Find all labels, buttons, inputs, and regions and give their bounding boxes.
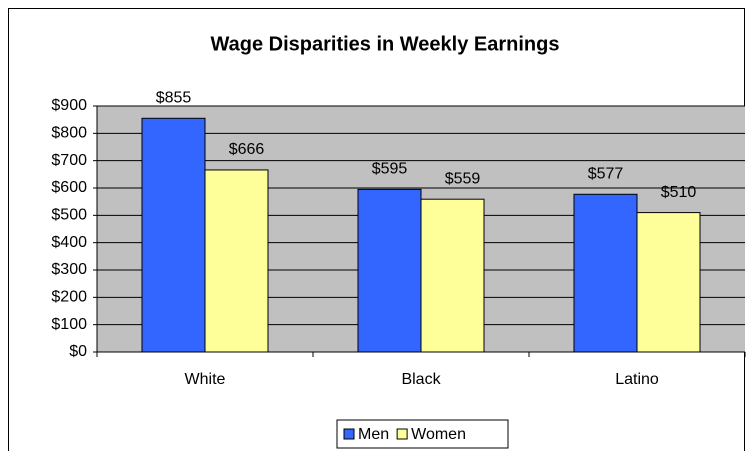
legend-label: Men bbox=[358, 426, 389, 443]
data-label: $559 bbox=[445, 170, 481, 187]
data-label: $577 bbox=[588, 166, 624, 183]
data-label: $510 bbox=[661, 184, 697, 201]
x-tick-label: Black bbox=[401, 371, 441, 388]
legend-box bbox=[336, 419, 509, 449]
y-tick-label: $200 bbox=[51, 289, 87, 306]
bar bbox=[420, 198, 485, 353]
y-tick-label: $100 bbox=[51, 316, 87, 333]
y-tick-label: $0 bbox=[69, 343, 87, 360]
y-tick-label: $600 bbox=[51, 179, 87, 196]
legend-swatch bbox=[343, 428, 355, 440]
y-tick-label: $300 bbox=[51, 261, 87, 278]
x-tick-label: Latino bbox=[615, 371, 659, 388]
y-tick-label: $400 bbox=[51, 234, 87, 251]
y-tick-label: $900 bbox=[51, 97, 87, 114]
data-label: $595 bbox=[372, 161, 408, 178]
bar bbox=[204, 169, 269, 353]
bar bbox=[141, 117, 206, 353]
bar bbox=[573, 193, 638, 353]
data-label: $855 bbox=[156, 90, 192, 107]
y-tick-label: $700 bbox=[51, 152, 87, 169]
x-tick-label: White bbox=[185, 371, 226, 388]
data-label: $666 bbox=[229, 141, 265, 158]
y-tick-label: $500 bbox=[51, 207, 87, 224]
bar bbox=[636, 212, 701, 353]
chart-title: Wage Disparities in Weekly Earnings bbox=[210, 33, 559, 55]
legend-label: Women bbox=[411, 426, 466, 443]
y-tick-label: $800 bbox=[51, 125, 87, 142]
bar bbox=[357, 188, 422, 353]
legend-swatch bbox=[396, 428, 408, 440]
